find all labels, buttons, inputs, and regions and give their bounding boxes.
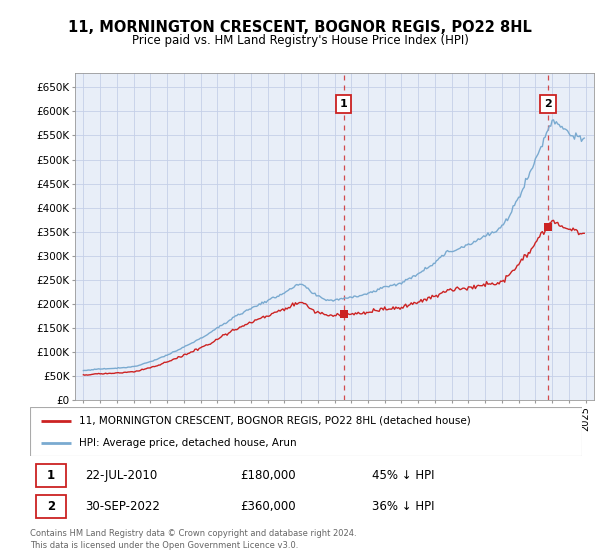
Text: £360,000: £360,000 [240,500,295,514]
FancyBboxPatch shape [35,464,66,487]
Text: Price paid vs. HM Land Registry's House Price Index (HPI): Price paid vs. HM Land Registry's House … [131,34,469,46]
Text: 36% ↓ HPI: 36% ↓ HPI [372,500,435,514]
Text: HPI: Average price, detached house, Arun: HPI: Average price, detached house, Arun [79,437,296,447]
Text: 1: 1 [340,99,347,109]
Text: 2: 2 [544,99,552,109]
Text: 22-JUL-2010: 22-JUL-2010 [85,469,157,482]
Text: £180,000: £180,000 [240,469,295,482]
Text: 30-SEP-2022: 30-SEP-2022 [85,500,160,514]
Text: 1: 1 [47,469,55,482]
FancyBboxPatch shape [35,495,66,519]
Text: 11, MORNINGTON CRESCENT, BOGNOR REGIS, PO22 8HL (detached house): 11, MORNINGTON CRESCENT, BOGNOR REGIS, P… [79,416,470,426]
Text: Contains HM Land Registry data © Crown copyright and database right 2024.
This d: Contains HM Land Registry data © Crown c… [30,529,356,550]
Text: 11, MORNINGTON CRESCENT, BOGNOR REGIS, PO22 8HL: 11, MORNINGTON CRESCENT, BOGNOR REGIS, P… [68,20,532,35]
Text: 45% ↓ HPI: 45% ↓ HPI [372,469,435,482]
Text: 2: 2 [47,500,55,514]
